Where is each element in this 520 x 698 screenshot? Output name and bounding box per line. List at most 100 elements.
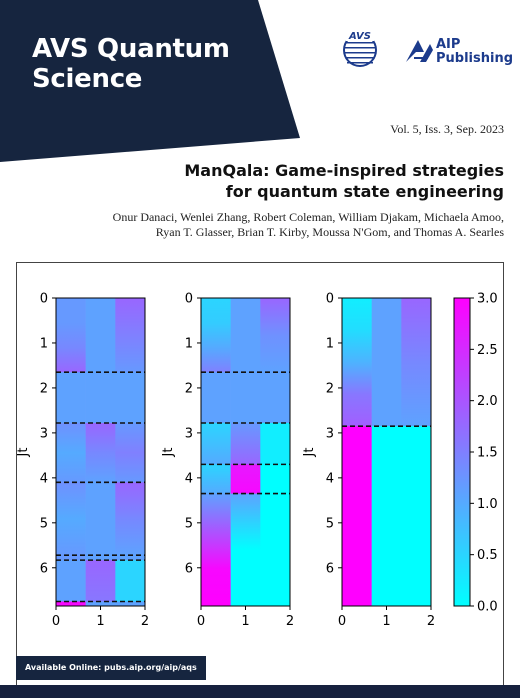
heatmap-cell-p1-c1-s5 <box>85 560 116 602</box>
x-tick-label-p3-2: 2 <box>427 614 435 629</box>
heatmap-cell-p1-c2-s6 <box>115 601 146 607</box>
y-tick-label-p3-6: 6 <box>326 561 334 576</box>
x-tick-label-p1-2: 2 <box>141 614 149 629</box>
y-axis-label-p2: Jt <box>161 448 176 458</box>
y-tick-label-p2-6: 6 <box>185 561 193 576</box>
available-online-label: Available Online: pubs.aip.org/aip/aqs <box>16 656 206 680</box>
article-title-line2: for quantum state engineering <box>225 182 504 201</box>
heatmap-cell-p1-c1-s3 <box>85 482 116 556</box>
y-tick-label-p2-0: 0 <box>185 292 193 307</box>
heatmap-cell-p2-c2-s2 <box>260 422 291 465</box>
heatmap-cell-p1-c0-s2 <box>56 422 86 483</box>
heatmap-cell-p2-c1-s4 <box>230 493 261 607</box>
y-tick-label-p3-2: 2 <box>326 381 334 396</box>
journal-title: AVS Quantum Science <box>32 34 230 94</box>
heatmap-cell-p1-c2-s0 <box>115 298 146 373</box>
heatmap-cell-p1-c2-s5 <box>115 560 146 602</box>
y-tick-label-p1-0: 0 <box>40 292 48 307</box>
volume-issue: Vol. 5, Iss. 3, Sep. 2023 <box>390 122 504 136</box>
y-tick-label-p3-0: 0 <box>326 292 334 307</box>
author-list-line2: Ryan T. Glasser, Brian T. Kirby, Moussa … <box>155 225 504 239</box>
heatmap-cell-p2-c0-s1 <box>201 372 231 424</box>
heatmap-cell-p1-c0-s1 <box>56 372 86 424</box>
heatmap-cell-p1-c1-s4 <box>85 555 116 561</box>
colorbar-tick-label-0: 0.0 <box>477 600 498 615</box>
heatmap-cell-p2-c0-s3 <box>201 464 231 494</box>
colorbar-tick-label-5: 2.5 <box>477 343 498 358</box>
y-tick-label-p3-3: 3 <box>326 426 334 441</box>
heatmap-cell-p3-c0-s0 <box>342 298 372 427</box>
journal-title-line2: Science <box>32 64 143 94</box>
heatmap-cell-p1-c1-s6 <box>85 601 116 607</box>
avs-logo-text: AVS <box>348 31 371 42</box>
heatmap-cell-p1-c2-s2 <box>115 422 146 483</box>
heatmap-cell-p2-c0-s2 <box>201 422 231 465</box>
x-tick-label-p3-0: 0 <box>338 614 346 629</box>
colorbar-tick-label-3: 1.5 <box>477 446 498 461</box>
avs-logo: AVS <box>343 30 377 67</box>
y-tick-label-p1-3: 3 <box>40 426 48 441</box>
heatmap-panel-2: 0 1 2 3 4 5 6 0 1 2 Jt <box>161 292 294 630</box>
heatmap-cell-p2-c2-s1 <box>260 372 291 424</box>
x-tick-label-p2-0: 0 <box>197 614 205 629</box>
article-title: ManQala: Game-inspired strategies for qu… <box>34 160 504 202</box>
y-tick-label-p1-2: 2 <box>40 381 48 396</box>
heatmap-cell-p3-c2-s0 <box>401 298 432 427</box>
colorbar: 0.0 0.5 1.0 1.5 2.0 2.5 3.0 <box>453 292 498 615</box>
heatmap-cell-p2-c1-s2 <box>230 422 261 465</box>
y-tick-label-p2-2: 2 <box>185 381 193 396</box>
x-tick-label-p1-1: 1 <box>96 614 104 629</box>
y-tick-label-p3-4: 4 <box>326 471 334 486</box>
y-tick-label-p1-4: 4 <box>40 471 48 486</box>
cover-figure: 0 1 2 3 4 5 6 0 1 2 Jt 0 1 2 3 4 5 6 0 1 2 Jt 0 1 2 3 4 5 6 0 1 2 Jt 0.0 0… <box>16 262 504 686</box>
heatmap-cell-p1-c0-s3 <box>56 482 86 556</box>
author-list-line1: Onur Danaci, Wenlei Zhang, Robert Colema… <box>112 210 504 224</box>
heatmap-cell-p3-c1-s0 <box>371 298 402 427</box>
heatmap-cell-p2-c1-s1 <box>230 372 261 424</box>
y-tick-label-p1-1: 1 <box>40 336 48 351</box>
heatmap-cell-p2-c1-s0 <box>230 298 261 373</box>
y-tick-label-p3-1: 1 <box>326 336 334 351</box>
heatmap-cell-p3-c2-s1 <box>401 426 432 607</box>
x-tick-label-p1-0: 0 <box>52 614 60 629</box>
heatmap-cell-p2-c2-s0 <box>260 298 291 373</box>
heatmap-cell-p1-c2-s3 <box>115 482 146 556</box>
colorbar-tick-label-2: 1.0 <box>477 497 498 512</box>
author-list: Onur Danaci, Wenlei Zhang, Robert Colema… <box>24 210 504 240</box>
x-tick-label-p2-2: 2 <box>286 614 294 629</box>
y-tick-label-p2-3: 3 <box>185 426 193 441</box>
y-tick-label-p2-5: 5 <box>185 516 193 531</box>
y-tick-label-p1-6: 6 <box>40 561 48 576</box>
y-axis-label-p1: Jt <box>17 448 31 458</box>
aip-logo-text: AIP Publishing <box>436 38 513 66</box>
y-tick-label-p2-4: 4 <box>185 471 193 486</box>
heatmap-cell-p2-c0-s0 <box>201 298 231 373</box>
aip-logo-line2: Publishing <box>436 51 514 66</box>
y-tick-label-p3-5: 5 <box>326 516 334 531</box>
heatmap-cell-p1-c2-s4 <box>115 555 146 561</box>
heatmap-cell-p2-c1-s3 <box>230 464 261 494</box>
aip-logo-line1: AIP <box>436 37 461 52</box>
heatmap-cell-p2-c2-s4 <box>260 493 291 607</box>
heatmap-cell-p1-c0-s4 <box>56 555 86 561</box>
heatmap-cell-p3-c0-s1 <box>342 426 372 607</box>
colorbar-tick-label-4: 2.0 <box>477 394 498 409</box>
journal-banner <box>0 0 300 162</box>
colorbar-gradient <box>453 297 471 607</box>
colorbar-tick-label-6: 3.0 <box>477 292 498 307</box>
heatmap-cell-p1-c0-s5 <box>56 560 86 602</box>
heatmap-cell-p1-c0-s0 <box>56 298 86 373</box>
x-tick-label-p3-1: 1 <box>382 614 390 629</box>
aip-logo-icon <box>406 40 433 62</box>
heatmap-panel-3: 0 1 2 3 4 5 6 0 1 2 Jt <box>302 292 435 630</box>
heatmap-cell-p1-c1-s0 <box>85 298 116 373</box>
y-tick-label-p2-1: 1 <box>185 336 193 351</box>
heatmap-cell-p1-c2-s1 <box>115 372 146 424</box>
heatmap-cell-p1-c1-s2 <box>85 422 116 483</box>
journal-title-line1: AVS Quantum <box>32 34 230 64</box>
heatmap-cell-p2-c2-s3 <box>260 464 291 494</box>
x-tick-label-p2-1: 1 <box>241 614 249 629</box>
heatmap-cell-p2-c0-s4 <box>201 493 231 607</box>
heatmap-panel-1: 0 1 2 3 4 5 6 0 1 2 Jt <box>17 292 149 630</box>
